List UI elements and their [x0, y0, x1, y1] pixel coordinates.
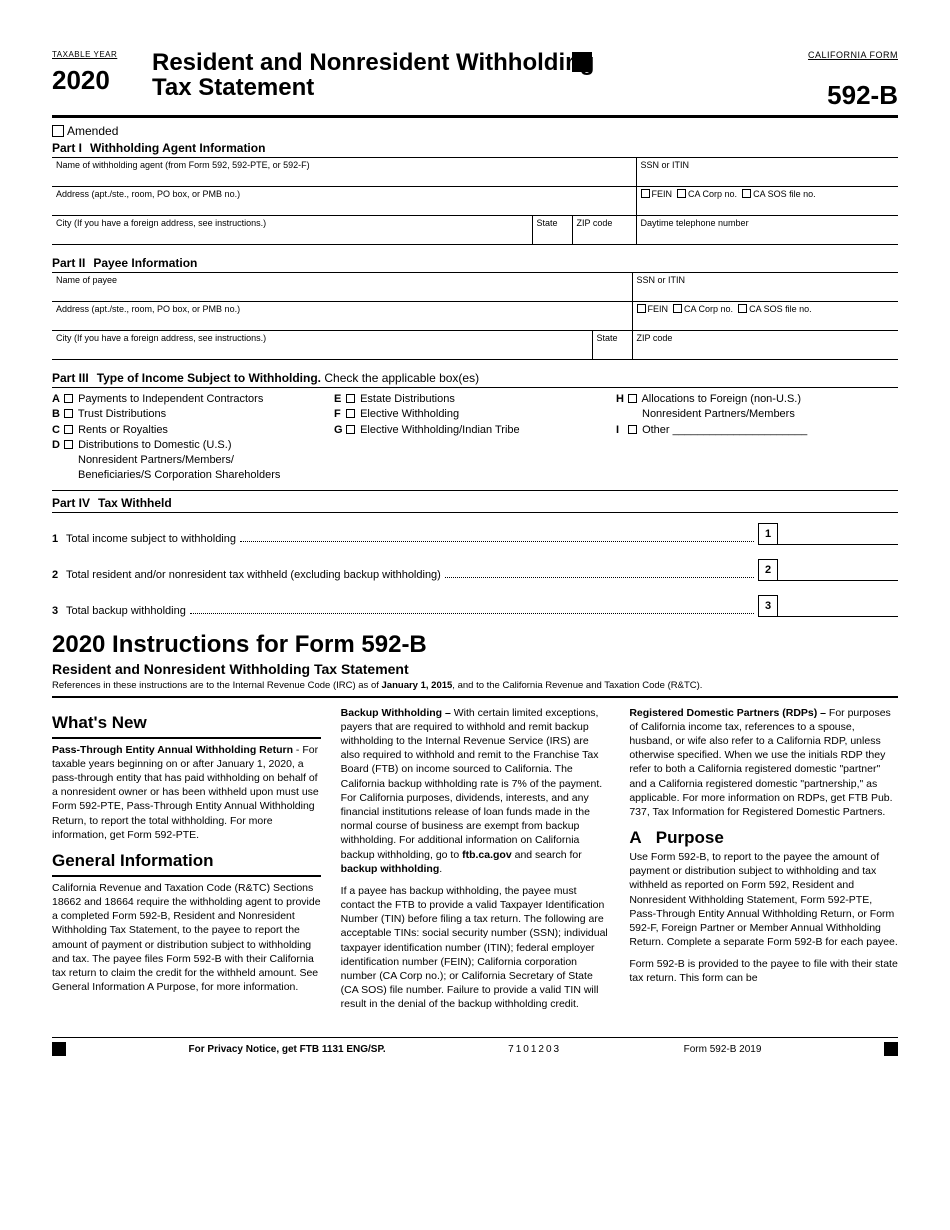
amended-checkbox[interactable]: [52, 125, 64, 137]
privacy-notice: For Privacy Notice, get FTB 1131 ENG/SP.: [189, 1044, 386, 1055]
agent-zip-field[interactable]: ZIP code: [572, 216, 636, 245]
part1-heading: Part IWithholding Agent Information: [52, 138, 898, 158]
tax-withheld-rows: 1 Total income subject to withholding 1 …: [52, 523, 898, 617]
instructions-col3: Registered Domestic Partners (RDPs) – Fo…: [629, 706, 898, 1020]
line3-amount[interactable]: [778, 595, 898, 617]
income-types: A Payments to Independent Contractors B …: [52, 388, 898, 491]
part2-heading: Part IIPayee Information: [52, 253, 898, 273]
instructions-subtitle: Resident and Nonresident Withholding Tax…: [52, 661, 898, 677]
footer-form-label: Form 592-B 2019: [684, 1044, 762, 1055]
type-a-checkbox[interactable]: [64, 394, 73, 403]
payee-city-field[interactable]: City (If you have a foreign address, see…: [52, 331, 592, 360]
line2-amount[interactable]: [778, 559, 898, 581]
california-form-label: CALIFORNIA FORM: [808, 50, 898, 60]
marker-square: [572, 52, 592, 72]
agent-ssn-field[interactable]: SSN or ITIN: [636, 158, 898, 187]
agent-city-field[interactable]: City (If you have a foreign address, see…: [52, 216, 532, 245]
form-title: Resident and Nonresident Withholding Tax…: [152, 50, 808, 100]
type-e-checkbox[interactable]: [346, 394, 355, 403]
page-footer: For Privacy Notice, get FTB 1131 ENG/SP.…: [52, 1037, 898, 1056]
part3-heading: Part IIIType of Income Subject to Withho…: [52, 368, 898, 388]
agent-state-field[interactable]: State: [532, 216, 572, 245]
instructions-reference: References in these instructions are to …: [52, 680, 898, 698]
footer-code: 7101203: [508, 1044, 561, 1055]
type-c-checkbox[interactable]: [64, 425, 73, 434]
amended-checkbox-row: Amended: [52, 124, 898, 138]
part1-grid: Name of withholding agent (from Form 592…: [52, 158, 898, 245]
line1-amount[interactable]: [778, 523, 898, 545]
cacorp-checkbox[interactable]: [677, 189, 686, 198]
instructions-col1: What's New Pass-Through Entity Annual Wi…: [52, 706, 321, 1020]
part2-grid: Name of payee SSN or ITIN Address (apt./…: [52, 273, 898, 360]
type-b-checkbox[interactable]: [64, 409, 73, 418]
taxable-year-label: TAXABLE YEAR: [52, 50, 152, 59]
cacorp-checkbox[interactable]: [673, 304, 682, 313]
agent-address-field[interactable]: Address (apt./ste., room, PO box, or PMB…: [52, 187, 636, 216]
form-number: 592-B: [808, 80, 898, 111]
instructions-col2: Backup Withholding – With certain limite…: [341, 706, 610, 1020]
form-header: TAXABLE YEAR 2020 Resident and Nonreside…: [52, 50, 898, 118]
agent-id-checkboxes: FEIN CA Corp no. CA SOS file no.: [636, 187, 898, 216]
taxable-year: 2020: [52, 65, 152, 96]
type-g-checkbox[interactable]: [346, 425, 355, 434]
part4-heading: Part IVTax Withheld: [52, 493, 898, 513]
fein-checkbox[interactable]: [637, 304, 646, 313]
payee-id-checkboxes: FEIN CA Corp no. CA SOS file no.: [632, 302, 898, 331]
footer-marker-left: [52, 1042, 66, 1056]
type-i-checkbox[interactable]: [628, 425, 637, 434]
instructions: 2020 Instructions for Form 592-B Residen…: [52, 631, 898, 1020]
casos-checkbox[interactable]: [742, 189, 751, 198]
type-d-checkbox[interactable]: [64, 440, 73, 449]
payee-name-field[interactable]: Name of payee: [52, 273, 632, 302]
payee-state-field[interactable]: State: [592, 331, 632, 360]
fein-checkbox[interactable]: [641, 189, 650, 198]
agent-name-field[interactable]: Name of withholding agent (from Form 592…: [52, 158, 636, 187]
agent-phone-field[interactable]: Daytime telephone number: [636, 216, 898, 245]
payee-zip-field[interactable]: ZIP code: [632, 331, 898, 360]
instructions-title: 2020 Instructions for Form 592-B: [52, 631, 898, 659]
type-h-checkbox[interactable]: [628, 394, 637, 403]
payee-address-field[interactable]: Address (apt./ste., room, PO box, or PMB…: [52, 302, 632, 331]
casos-checkbox[interactable]: [738, 304, 747, 313]
type-f-checkbox[interactable]: [346, 409, 355, 418]
payee-ssn-field[interactable]: SSN or ITIN: [632, 273, 898, 302]
footer-marker-right: [884, 1042, 898, 1056]
